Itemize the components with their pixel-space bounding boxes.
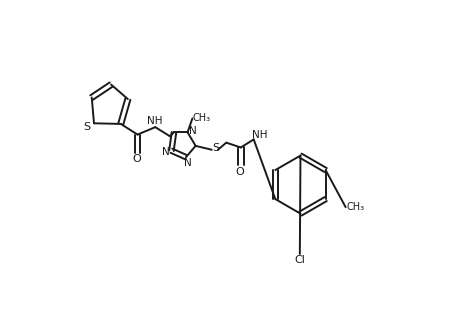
Text: CH₃: CH₃ — [346, 202, 364, 212]
Text: CH₃: CH₃ — [192, 113, 210, 123]
Text: O: O — [235, 167, 244, 177]
Text: Cl: Cl — [294, 255, 305, 265]
Text: N: N — [184, 158, 191, 168]
Text: NH: NH — [252, 130, 267, 140]
Text: NH: NH — [146, 116, 162, 126]
Text: S: S — [84, 122, 90, 132]
Text: N: N — [162, 147, 169, 157]
Text: S: S — [213, 143, 219, 153]
Text: N: N — [190, 126, 197, 136]
Text: O: O — [132, 155, 141, 164]
